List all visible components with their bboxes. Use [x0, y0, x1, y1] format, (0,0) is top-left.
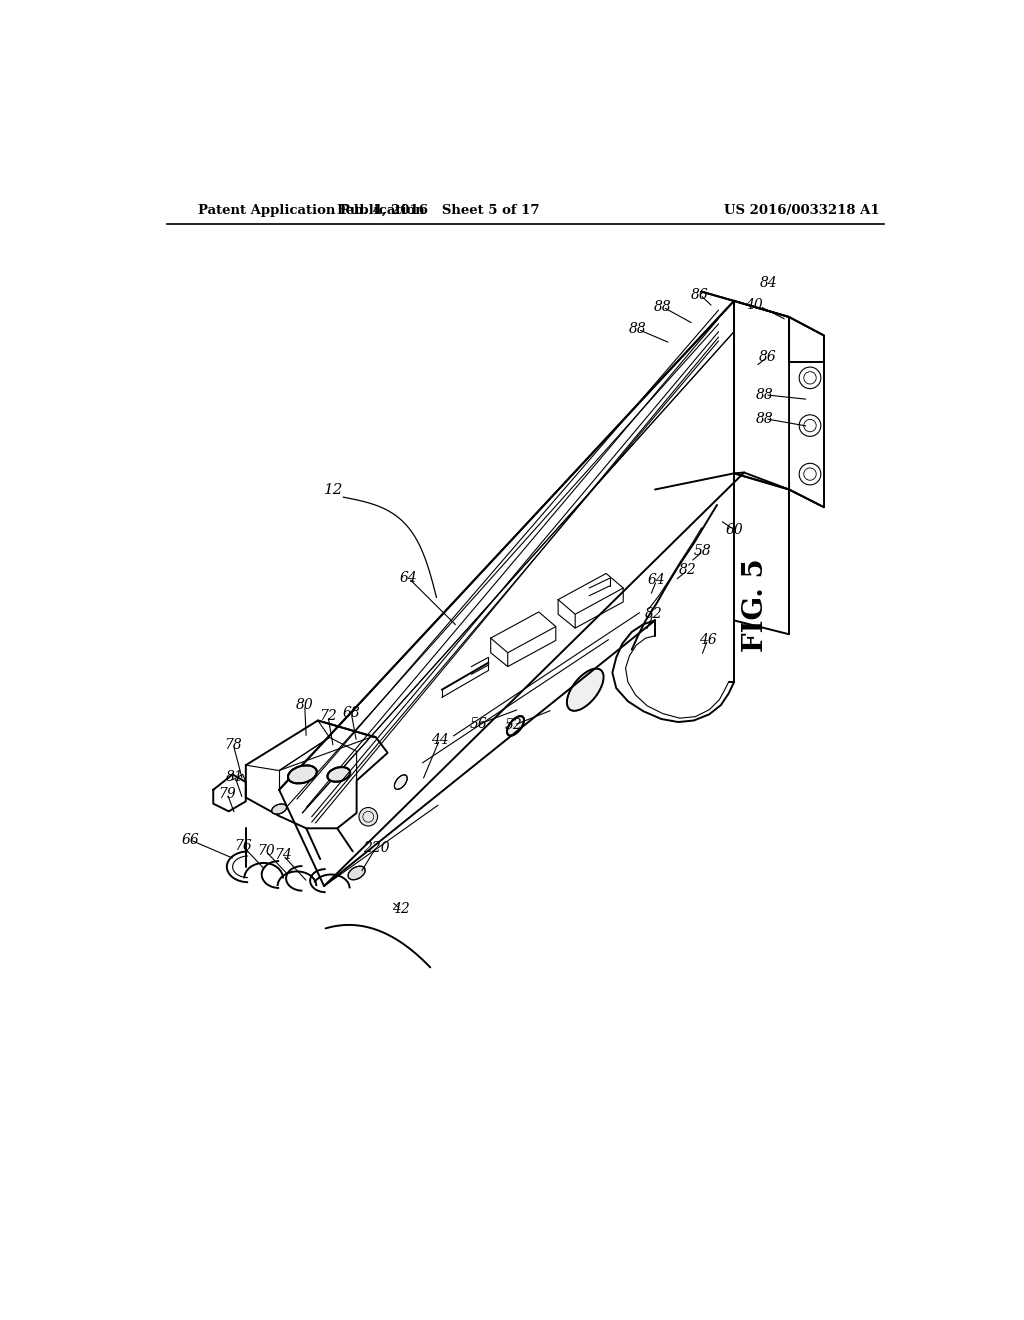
Ellipse shape [507, 717, 524, 735]
Text: 74: 74 [274, 849, 292, 862]
Ellipse shape [567, 668, 603, 711]
Text: 82: 82 [644, 607, 663, 622]
Text: 44: 44 [431, 733, 449, 747]
Text: 220: 220 [362, 841, 389, 854]
Text: 42: 42 [392, 902, 410, 916]
Text: 60: 60 [725, 523, 743, 536]
Ellipse shape [348, 866, 366, 879]
Text: 88: 88 [629, 322, 647, 337]
Text: 88: 88 [756, 388, 774, 401]
Text: 78: 78 [224, 738, 243, 752]
Ellipse shape [328, 767, 350, 781]
Text: 52: 52 [505, 718, 523, 733]
Text: 86: 86 [691, 288, 709, 302]
Ellipse shape [271, 804, 287, 814]
Text: 86: 86 [759, 350, 776, 364]
Text: 88: 88 [756, 412, 774, 425]
Ellipse shape [394, 775, 408, 789]
Text: 68: 68 [342, 706, 360, 719]
Text: 64: 64 [399, 572, 418, 585]
Text: 76: 76 [233, 840, 252, 853]
Text: FIG. 5: FIG. 5 [742, 558, 769, 652]
Circle shape [799, 463, 821, 484]
Text: 82: 82 [679, 564, 696, 577]
Text: 88: 88 [654, 300, 672, 314]
Text: Patent Application Publication: Patent Application Publication [198, 205, 425, 218]
Text: 64: 64 [647, 573, 666, 587]
Circle shape [799, 414, 821, 437]
Text: 12: 12 [324, 483, 343, 496]
Text: 80: 80 [296, 698, 313, 711]
Circle shape [799, 367, 821, 388]
Text: US 2016/0033218 A1: US 2016/0033218 A1 [724, 205, 880, 218]
Text: 79: 79 [218, 787, 237, 801]
Text: 66: 66 [181, 833, 199, 847]
Text: 46: 46 [698, 632, 717, 647]
Text: 56: 56 [469, 717, 487, 731]
Text: 70: 70 [257, 845, 274, 858]
Text: 40: 40 [745, 298, 763, 313]
Text: 72: 72 [319, 709, 337, 723]
Text: 58: 58 [694, 544, 712, 558]
Text: 84: 84 [760, 276, 778, 290]
Circle shape [359, 808, 378, 826]
Text: Feb. 4, 2016   Sheet 5 of 17: Feb. 4, 2016 Sheet 5 of 17 [337, 205, 540, 218]
Ellipse shape [288, 766, 316, 783]
Text: 81: 81 [226, 770, 244, 784]
